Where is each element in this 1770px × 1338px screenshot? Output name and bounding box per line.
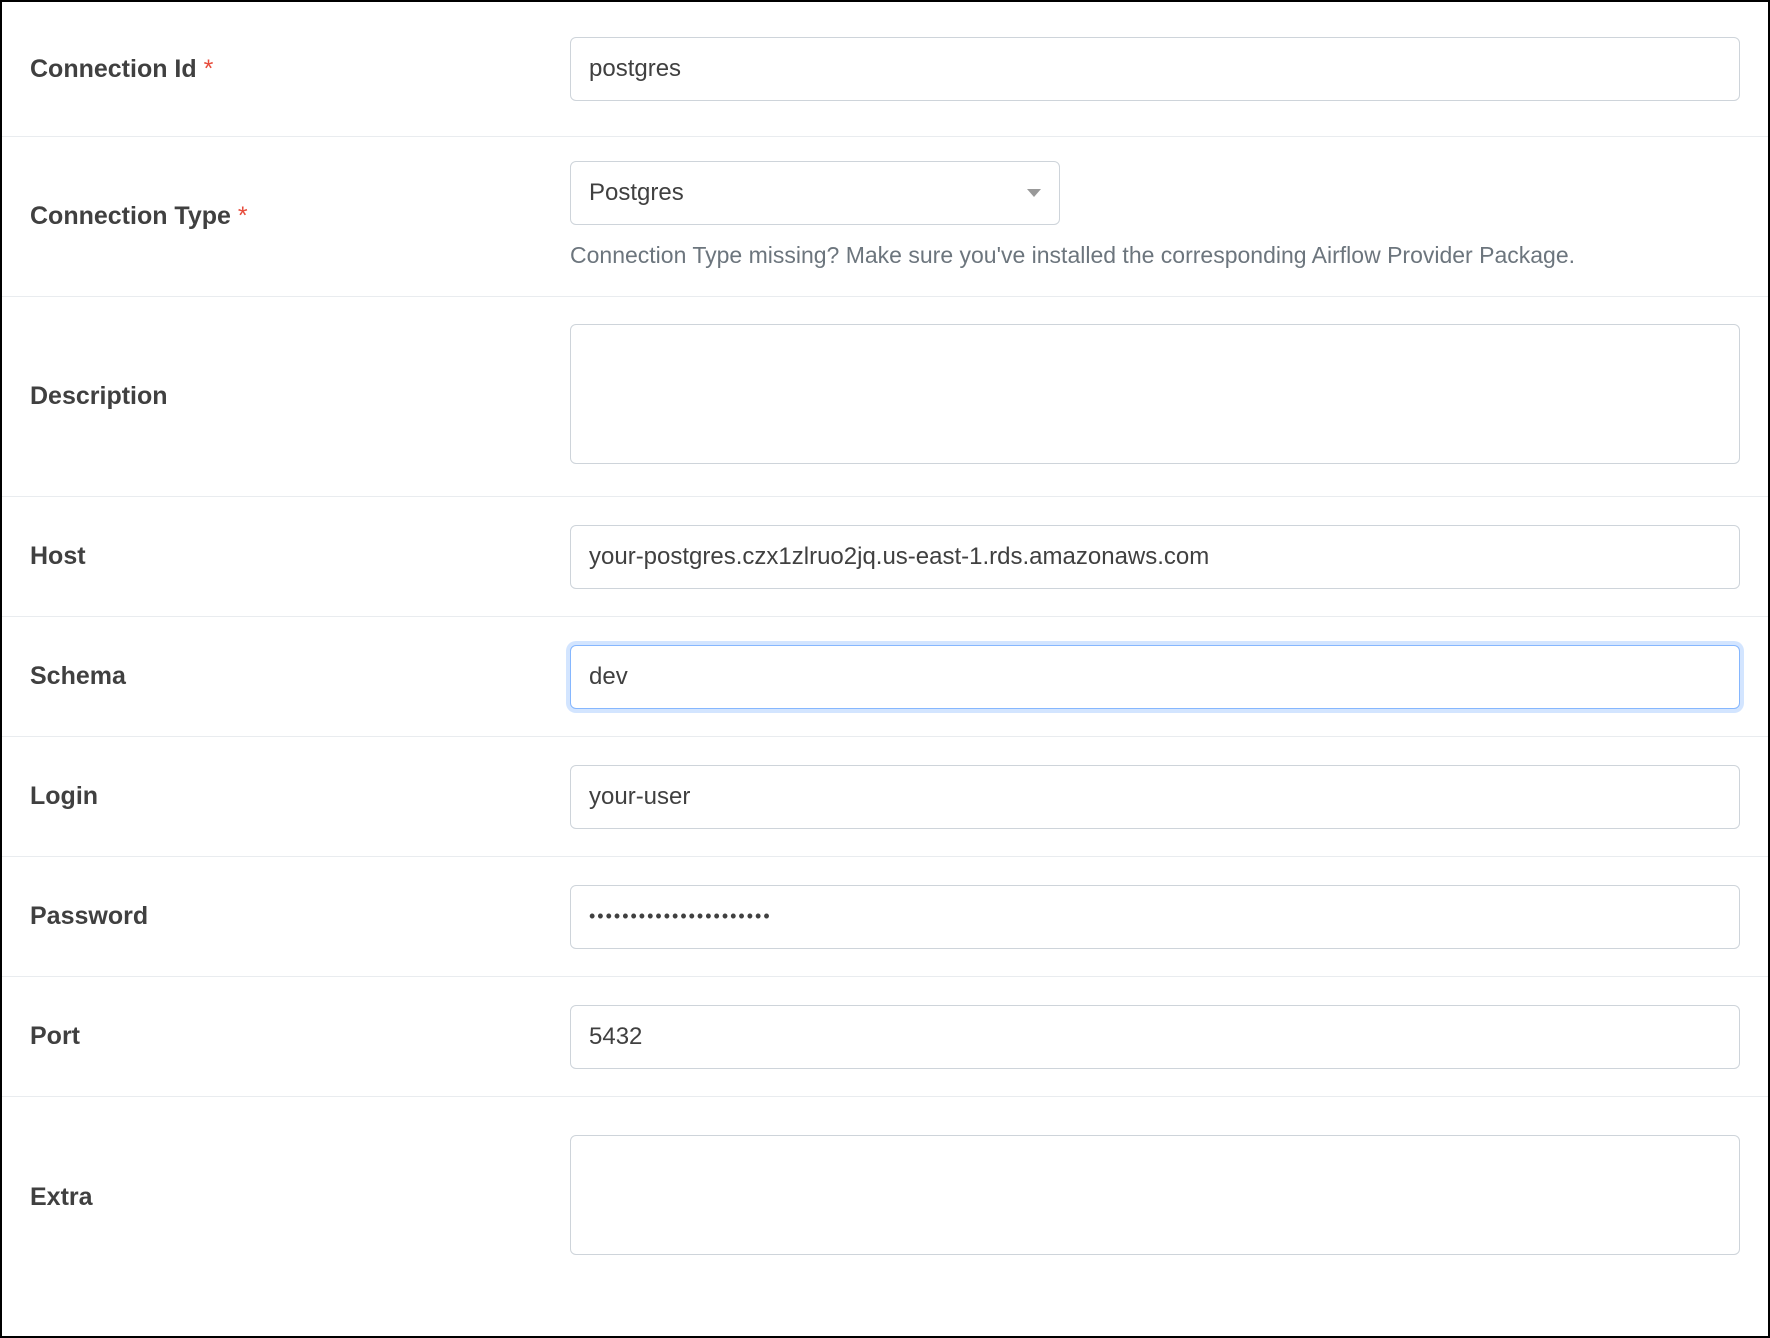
row-connection-id: Connection Id * bbox=[2, 2, 1768, 137]
label-password: Password bbox=[30, 902, 570, 931]
row-description: Description bbox=[2, 297, 1768, 497]
chevron-down-icon bbox=[1027, 189, 1041, 197]
field-extra bbox=[570, 1115, 1740, 1280]
label-login: Login bbox=[30, 782, 570, 811]
select-value: Postgres bbox=[589, 179, 684, 207]
connection-type-help: Connection Type missing? Make sure you'v… bbox=[570, 239, 1740, 271]
connection-form: Connection Id * Connection Type * Postgr… bbox=[0, 0, 1770, 1338]
field-login bbox=[570, 745, 1740, 849]
row-host: Host bbox=[2, 497, 1768, 617]
host-input[interactable] bbox=[570, 525, 1740, 589]
field-host bbox=[570, 505, 1740, 609]
login-input[interactable] bbox=[570, 765, 1740, 829]
row-connection-type: Connection Type * Postgres Connection Ty… bbox=[2, 137, 1768, 297]
row-schema: Schema bbox=[2, 617, 1768, 737]
password-mask: •••••••••••••••••••••• bbox=[589, 906, 772, 927]
field-schema bbox=[570, 625, 1740, 729]
label-text: Connection Id bbox=[30, 55, 197, 83]
extra-input[interactable] bbox=[570, 1135, 1740, 1255]
row-extra: Extra bbox=[2, 1097, 1768, 1297]
field-description bbox=[570, 304, 1740, 489]
field-connection-id bbox=[570, 17, 1740, 121]
required-asterisk: * bbox=[238, 202, 248, 230]
label-description: Description bbox=[30, 382, 570, 411]
schema-input[interactable] bbox=[570, 645, 1740, 709]
password-input[interactable]: •••••••••••••••••••••• bbox=[570, 885, 1740, 949]
port-input[interactable] bbox=[570, 1005, 1740, 1069]
field-port bbox=[570, 985, 1740, 1089]
description-input[interactable] bbox=[570, 324, 1740, 464]
required-asterisk: * bbox=[204, 55, 214, 83]
field-password: •••••••••••••••••••••• bbox=[570, 865, 1740, 969]
connection-id-input[interactable] bbox=[570, 37, 1740, 101]
label-connection-id: Connection Id * bbox=[30, 55, 570, 84]
connection-type-select[interactable]: Postgres bbox=[570, 161, 1060, 225]
label-schema: Schema bbox=[30, 662, 570, 691]
label-text: Connection Type bbox=[30, 202, 231, 230]
field-connection-type: Postgres Connection Type missing? Make s… bbox=[570, 141, 1740, 291]
label-port: Port bbox=[30, 1022, 570, 1051]
label-extra: Extra bbox=[30, 1183, 570, 1212]
row-password: Password •••••••••••••••••••••• bbox=[2, 857, 1768, 977]
row-port: Port bbox=[2, 977, 1768, 1097]
row-login: Login bbox=[2, 737, 1768, 857]
label-connection-type: Connection Type * bbox=[30, 202, 570, 231]
label-host: Host bbox=[30, 542, 570, 571]
